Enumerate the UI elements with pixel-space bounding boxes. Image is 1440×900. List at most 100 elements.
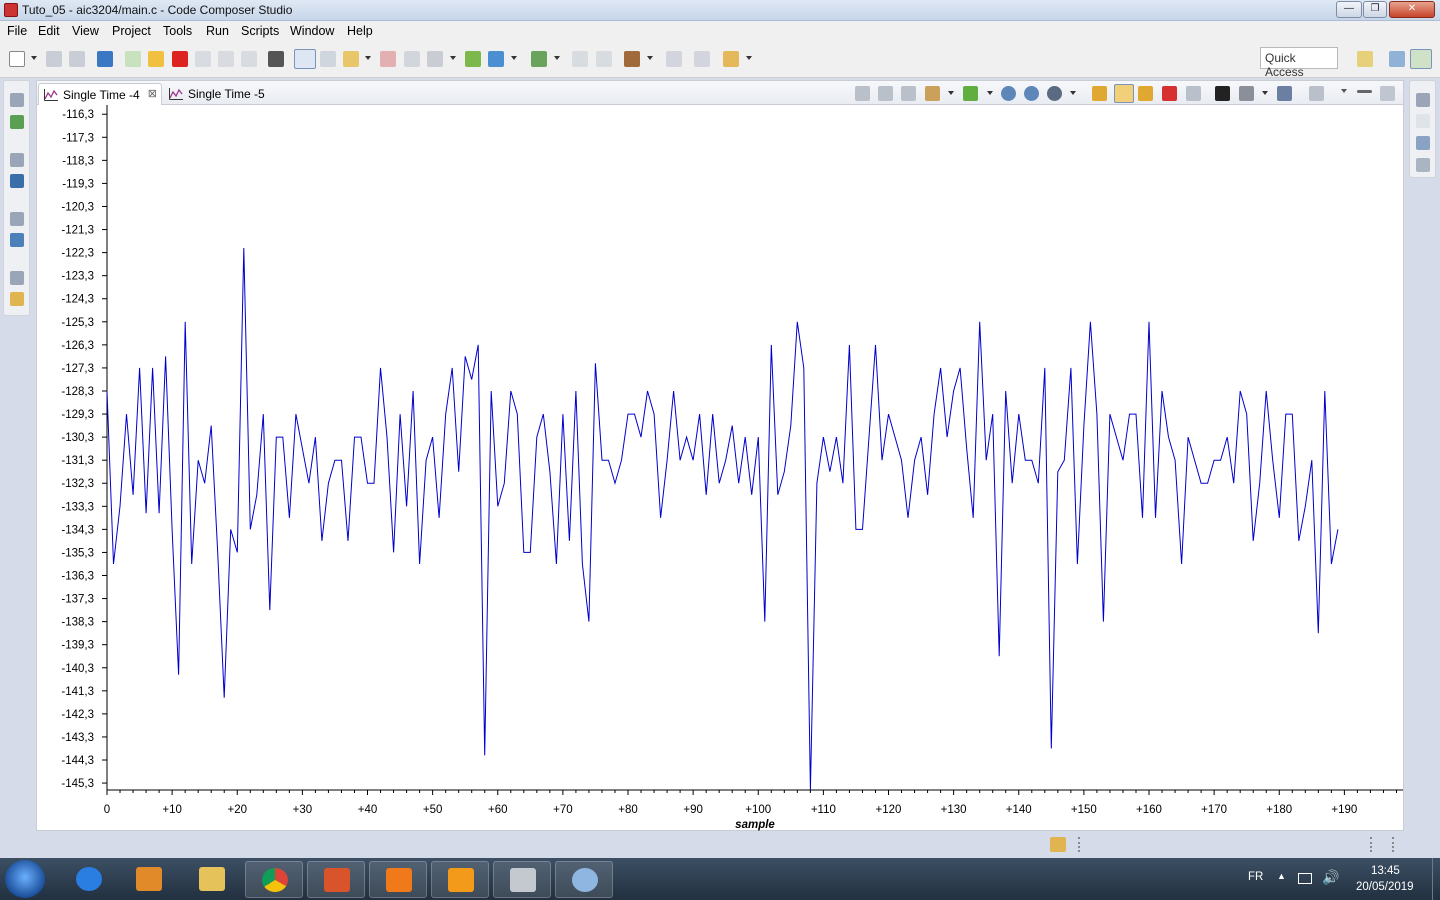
quick-access-input[interactable]: Quick Access [1260, 47, 1338, 79]
reset-icon[interactable] [1162, 86, 1177, 101]
expressions-icon[interactable] [1416, 136, 1430, 150]
network-icon[interactable] [1298, 873, 1312, 884]
menu-help[interactable]: Help [347, 24, 373, 38]
step-into-icon[interactable] [195, 51, 211, 67]
minimize-view-icon[interactable] [1357, 90, 1372, 93]
continuous-refresh-icon[interactable] [1092, 86, 1107, 101]
debug-icon[interactable] [531, 51, 547, 67]
menu-view[interactable]: View [72, 24, 99, 38]
taskbar-code-composer-studio[interactable] [493, 861, 551, 898]
cursor-icon[interactable] [925, 86, 940, 101]
load-program-icon[interactable] [343, 51, 359, 67]
tab-single-time-5[interactable]: Single Time -5 [164, 83, 274, 105]
taskbar-paint[interactable] [555, 861, 613, 898]
debug-dropdown-icon[interactable] [554, 56, 560, 60]
status-task-icon[interactable] [1050, 837, 1066, 852]
restore-icon[interactable] [1416, 93, 1430, 107]
language-indicator[interactable]: FR [1248, 871, 1264, 883]
debug-view-icon[interactable] [10, 115, 24, 129]
split-icon[interactable] [855, 86, 870, 101]
menu-tools[interactable]: Tools [163, 24, 193, 38]
disconnect-icon[interactable] [404, 51, 420, 67]
zoom-out-icon[interactable] [1024, 86, 1039, 101]
restore-icon[interactable] [10, 271, 24, 285]
menu-window[interactable]: Window [290, 24, 335, 38]
start-button[interactable] [5, 860, 45, 898]
target-icon[interactable] [427, 51, 443, 67]
run-external-dropdown-icon[interactable] [746, 56, 752, 60]
clock-date[interactable]: 20/05/2019 [1356, 881, 1414, 893]
console-icon[interactable] [694, 51, 710, 67]
properties-icon[interactable] [1239, 86, 1254, 101]
fit-icon[interactable] [901, 86, 916, 101]
restore-icon[interactable] [10, 212, 24, 226]
close-tab-icon[interactable]: ⊠ [147, 88, 157, 100]
new-icon[interactable] [9, 51, 25, 67]
refresh-icon[interactable] [1138, 86, 1153, 101]
align-icon[interactable] [878, 86, 893, 101]
refresh-on-halt-icon[interactable] [1114, 84, 1134, 103]
step-asm-icon[interactable] [572, 51, 588, 67]
terminate-icon[interactable] [172, 51, 188, 67]
new-dropdown-icon[interactable] [31, 56, 37, 60]
menu-project[interactable]: Project [112, 24, 151, 38]
tab-single-time-4[interactable]: Single Time -4 ⊠ [38, 83, 162, 105]
search-icon[interactable] [666, 51, 682, 67]
taskbar-internet-explorer[interactable] [60, 861, 118, 898]
memory-grid-icon[interactable] [268, 51, 284, 67]
properties-dropdown-icon[interactable] [1262, 91, 1268, 95]
minimize-button[interactable]: — [1336, 1, 1362, 18]
step-over-icon[interactable] [218, 51, 234, 67]
show-desktop-button[interactable] [1432, 858, 1440, 900]
variables-icon[interactable] [1416, 114, 1430, 128]
view-menu-dropdown-icon[interactable] [1341, 89, 1347, 93]
resume-icon[interactable] [125, 51, 141, 67]
load-dropdown-icon[interactable] [365, 56, 371, 60]
save-all-icon[interactable] [69, 51, 85, 67]
taskbar-sublime-text[interactable] [431, 861, 489, 898]
volume-icon[interactable]: 🔊 [1322, 869, 1340, 885]
export-icon[interactable] [1186, 86, 1201, 101]
breakpoint-icon[interactable] [380, 51, 396, 67]
maximize-button[interactable]: ❐ [1363, 1, 1387, 18]
outline-icon[interactable] [10, 233, 24, 247]
save-icon[interactable] [46, 51, 62, 67]
ccs-debug-perspective-icon[interactable] [1410, 49, 1432, 69]
suspend-icon[interactable] [148, 51, 164, 67]
project-explorer-icon[interactable] [10, 292, 24, 306]
zoom-in-icon[interactable] [1001, 86, 1016, 101]
menu-file[interactable]: File [7, 24, 28, 38]
find-icon[interactable] [1215, 86, 1230, 101]
menu-run[interactable]: Run [206, 24, 229, 38]
maximize-view-icon[interactable] [1380, 86, 1395, 101]
graph-view-icon[interactable] [294, 49, 316, 69]
taskbar-pdf[interactable] [369, 861, 427, 898]
taskbar-chrome[interactable] [245, 861, 303, 898]
run-external-icon[interactable] [723, 51, 739, 67]
show-hidden-icons-icon[interactable]: ▲ [1277, 871, 1286, 881]
step-return-icon[interactable] [241, 51, 257, 67]
close-window-button[interactable]: ✕ [1389, 1, 1435, 18]
build-dropdown-icon[interactable] [647, 56, 653, 60]
target-config-icon[interactable] [10, 174, 24, 188]
clock-time[interactable]: 13:45 [1371, 865, 1400, 877]
cursor-dropdown-icon[interactable] [948, 91, 954, 95]
taskbar-matlab[interactable] [307, 861, 365, 898]
time-graph[interactable]: -116,3 -117,3 -118,3 -119,3 -120,3 -121,3 -122… [37, 81, 1405, 832]
ccs-edit-perspective-icon[interactable] [1389, 51, 1405, 67]
debug-view-icon[interactable] [97, 51, 113, 67]
build-icon[interactable] [624, 51, 640, 67]
restore-icon[interactable] [10, 153, 24, 167]
zoom-dropdown-icon[interactable] [1070, 91, 1076, 95]
taskbar-file-explorer[interactable] [183, 861, 241, 898]
view-menu-icon[interactable] [1309, 86, 1324, 101]
restore-icon[interactable] [10, 93, 24, 107]
add-measurement-icon[interactable] [963, 86, 978, 101]
refresh-icon[interactable] [465, 51, 481, 67]
connect-dropdown-icon[interactable] [511, 56, 517, 60]
open-perspective-icon[interactable] [1357, 51, 1373, 67]
restart-icon[interactable] [596, 51, 612, 67]
pin-icon[interactable] [1277, 86, 1292, 101]
menu-scripts[interactable]: Scripts [241, 24, 280, 38]
connect-icon[interactable] [488, 51, 504, 67]
